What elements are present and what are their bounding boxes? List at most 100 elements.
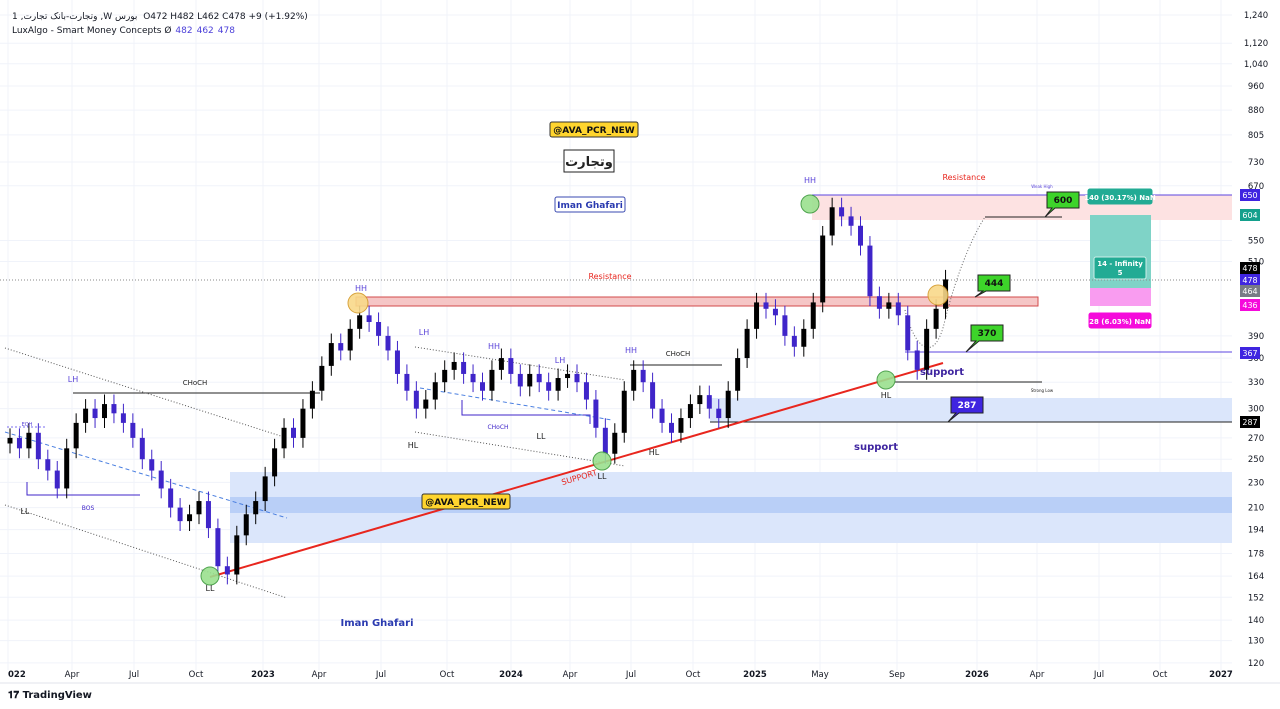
y-tick-label: 1,240: [1244, 11, 1268, 21]
structure-label: LH: [555, 356, 565, 365]
candle: [300, 399, 306, 448]
candle: [876, 286, 882, 319]
chart-legend: 1 ,وتجارت-بانک تجارت ,W بورس O472 H482 L…: [12, 10, 308, 38]
candle: [546, 372, 552, 401]
candle: [461, 352, 467, 384]
logo-text: TradingView: [22, 690, 92, 701]
candle: [243, 504, 249, 546]
structure-label: LH: [419, 328, 429, 337]
y-tick-label: 670: [1248, 182, 1264, 192]
x-tick-label: 2025: [743, 670, 767, 680]
x-tick-label: Sep: [889, 670, 905, 680]
candle: [508, 348, 514, 384]
candle: [54, 461, 60, 499]
candle: [858, 216, 863, 256]
position-center-label: [1093, 256, 1147, 280]
grid: [0, 0, 1232, 670]
candle: [754, 292, 760, 339]
candle: [782, 305, 788, 346]
price-tag-text: 436: [1242, 301, 1257, 310]
candle: [205, 491, 211, 539]
price-callout: [974, 274, 1011, 298]
x-tick-label: May: [811, 670, 829, 680]
resistance-label: Resistance: [588, 272, 631, 281]
y-tick-label: 120: [1248, 659, 1264, 669]
tv-logo-icon: 𝟏𝟕: [8, 690, 20, 701]
swing-circle: [200, 566, 220, 586]
structure-label: CHoCH: [666, 350, 691, 358]
candle: [697, 385, 703, 414]
callout-text: 287: [958, 401, 977, 411]
structure-label: HL: [408, 441, 419, 450]
channel-line: [4, 347, 288, 439]
tradingview-logo[interactable]: 𝟏𝟕 TradingView: [8, 690, 92, 701]
price-callout: [947, 396, 984, 423]
eye-slash-icon[interactable]: Ø: [164, 26, 172, 36]
channel-line: [414, 346, 626, 381]
structure-label: CHoCH: [487, 424, 508, 431]
structure-label: HH: [488, 342, 500, 351]
y-tick-label: 178: [1248, 549, 1264, 559]
candle: [187, 504, 193, 532]
resistance-label: Resistance: [942, 173, 985, 182]
candle: [130, 413, 136, 448]
candle: [480, 372, 485, 401]
y-tick-label: 550: [1248, 237, 1264, 247]
indicator-row[interactable]: LuxAlgo - Smart Money Concepts Ø 482 462 47…: [12, 24, 308, 38]
candle: [253, 491, 259, 525]
swing-circle: [592, 451, 612, 471]
price-callout: [965, 324, 1004, 353]
y-tick-label: 330: [1248, 378, 1264, 388]
y-tick-label: 152: [1248, 593, 1264, 603]
y-tick-label: 130: [1248, 637, 1264, 647]
watermark-badge: [549, 121, 639, 138]
candle: [612, 423, 618, 464]
y-tick-label: 194: [1248, 526, 1264, 536]
candle: [347, 319, 353, 361]
channel-line: [414, 431, 626, 467]
symbol-line: 1 ,وتجارت-بانک تجارت ,W بورس: [12, 12, 138, 22]
y-tick-label: 1,040: [1244, 60, 1268, 70]
x-tick-label: 2027: [1209, 670, 1233, 680]
candle: [338, 333, 344, 361]
candle: [801, 319, 807, 357]
watermark-badge-text: @AVA_PCR_NEW: [553, 126, 634, 136]
candle: [111, 394, 117, 424]
candle: [687, 394, 693, 428]
price-tag-text: 650: [1242, 191, 1257, 200]
x-tick-label: Oct: [440, 670, 455, 680]
y-tick-label: 250: [1248, 455, 1264, 465]
ohlc-values: O472 H482 L462 C478 +9 (+1.92%): [143, 12, 308, 22]
price-tag: [1240, 262, 1260, 274]
annotation-label: 14 - Infinity: [1097, 260, 1143, 268]
swing-circle: [800, 194, 820, 214]
candle: [281, 418, 287, 459]
price-tag: [1240, 347, 1260, 359]
candle: [376, 312, 382, 346]
candle: [772, 299, 778, 326]
price-axis[interactable]: [1232, 0, 1280, 683]
mid-dashed-line: [4, 431, 288, 519]
candle: [640, 360, 646, 393]
labels: LH EQH BOS LL CHoCH LL HH LH HH LH HH CHoCH HL CHoCH L…: [21, 121, 1156, 629]
candle: [470, 364, 476, 393]
candle: [678, 408, 684, 443]
callout-text: 444: [985, 279, 1004, 289]
x-tick-label: Oct: [1153, 670, 1168, 680]
price-tag: [1240, 274, 1260, 286]
target-label-text: 140 (30.17%) NaN: [1084, 194, 1156, 202]
y-tick-label: 730: [1248, 158, 1264, 168]
candle: [905, 305, 911, 361]
structure-label: HH: [355, 284, 367, 293]
y-tick-label: 1,120: [1244, 39, 1268, 49]
candle: [413, 381, 419, 419]
candle: [735, 348, 741, 401]
candle: [234, 525, 240, 585]
symbol-box-text: وتجارت: [565, 155, 613, 170]
candle: [177, 498, 183, 532]
price-tag: [1240, 299, 1260, 311]
trendline-support: [209, 362, 944, 578]
candle: [886, 292, 892, 319]
candle: [621, 381, 627, 443]
